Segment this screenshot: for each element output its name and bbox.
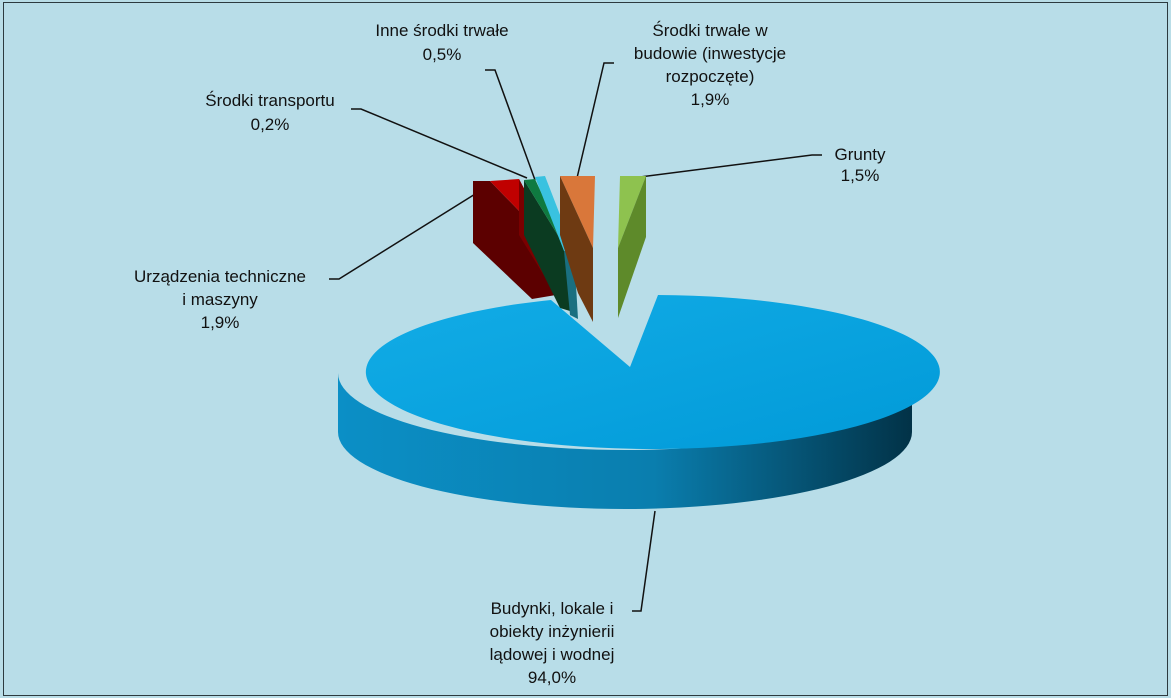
slice-w-budowie-face xyxy=(560,176,595,248)
leader-grunty xyxy=(631,154,822,179)
label-budynki-line-0: Budynki, lokale i xyxy=(491,599,614,618)
label-w-budowie: Środki trwałe w budowie (inwestycje rozp… xyxy=(634,21,786,109)
label-urzadzenia: Urządzenia techniczne i maszyny 1,9% xyxy=(134,267,306,332)
slice-budynki-side xyxy=(338,373,912,509)
label-w-budowie-line-0: Środki trwałe w xyxy=(652,21,768,40)
label-w-budowie-value: 1,9% xyxy=(691,90,730,109)
slice-grunty-side xyxy=(618,176,646,318)
leader-transport xyxy=(351,108,528,179)
label-transport-value: 0,2% xyxy=(251,115,290,134)
slice-w-budowie xyxy=(560,176,595,322)
chart-frame: Grunty 1,5% Budynki, lokale i obiekty in… xyxy=(3,2,1168,696)
label-budynki-line-1: obiekty inżynierii xyxy=(490,622,615,641)
leader-w-budowie xyxy=(576,62,614,179)
label-budynki: Budynki, lokale i obiekty inżynierii ląd… xyxy=(490,599,615,687)
slice-w-budowie-side xyxy=(560,176,593,322)
label-grunty-line-0: Grunty xyxy=(834,145,886,164)
leader-budynki xyxy=(632,510,656,612)
label-grunty-value: 1,5% xyxy=(841,166,880,185)
label-w-budowie-line-1: budowie (inwestycje xyxy=(634,44,786,63)
label-inne: Inne środki trwałe 0,5% xyxy=(375,21,508,64)
label-w-budowie-line-2: rozpoczęte) xyxy=(666,67,755,86)
label-budynki-line-2: lądowej i wodnej xyxy=(490,645,615,664)
slice-budynki-face xyxy=(365,295,940,449)
label-budynki-value: 94,0% xyxy=(528,668,576,687)
leader-inne xyxy=(485,69,536,181)
slice-urzadzenia-side xyxy=(473,181,556,299)
leader-lines xyxy=(329,62,822,612)
label-transport: Środki transportu 0,2% xyxy=(205,91,334,134)
label-inne-line-0: Inne środki trwałe xyxy=(375,21,508,40)
label-urzadzenia-line-1: i maszyny xyxy=(182,290,258,309)
slice-grunty xyxy=(618,176,646,318)
slice-transport-side xyxy=(524,180,570,311)
slice-budynki xyxy=(338,295,940,509)
label-grunty: Grunty 1,5% xyxy=(834,145,886,185)
label-urzadzenia-line-0: Urządzenia techniczne xyxy=(134,267,306,286)
label-inne-value: 0,5% xyxy=(423,45,462,64)
label-transport-line-0: Środki transportu xyxy=(205,91,334,110)
pie-chart: Grunty 1,5% Budynki, lokale i obiekty in… xyxy=(134,21,940,687)
label-urzadzenia-value: 1,9% xyxy=(201,313,240,332)
leader-urzadzenia xyxy=(329,190,481,280)
